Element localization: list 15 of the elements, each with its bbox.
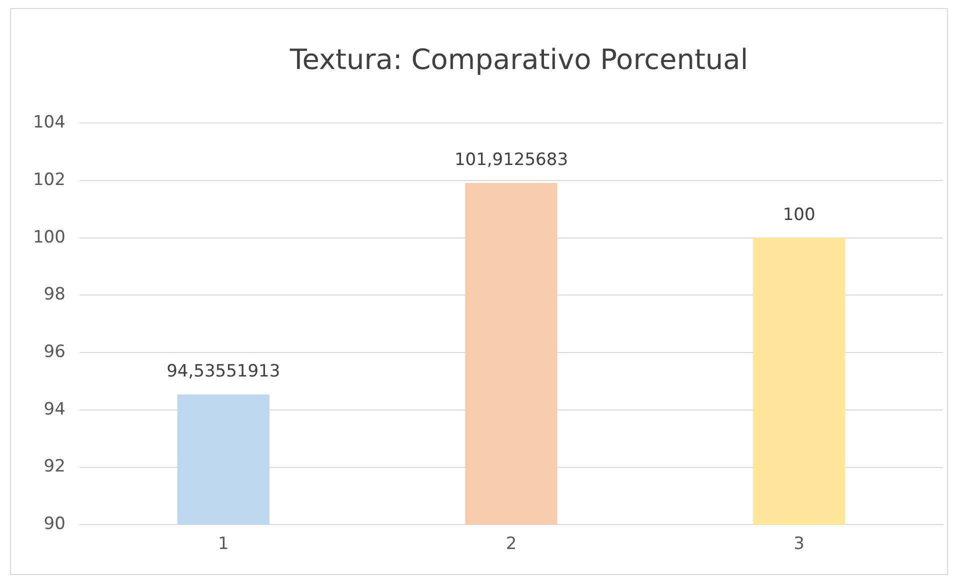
y-tick-label: 100 <box>32 227 66 248</box>
y-tick-label: 98 <box>44 284 66 305</box>
y-tick-label: 94 <box>44 399 66 420</box>
y-tick-label: 96 <box>44 342 66 362</box>
data-label: 100 <box>782 204 816 225</box>
y-tick-label: 92 <box>44 456 66 477</box>
y-tick-label: 104 <box>32 112 66 133</box>
x-tick-label: 2 <box>506 534 517 554</box>
chart-title: Textura: Comparativo Porcentual <box>288 43 750 76</box>
x-tick-label: 3 <box>794 534 804 554</box>
y-tick-label: 90 <box>44 514 66 534</box>
data-label: 94,53551913 <box>166 361 280 382</box>
data-label: 101,9125683 <box>454 150 568 170</box>
x-tick-label: 1 <box>218 534 229 554</box>
y-tick-label: 102 <box>32 170 66 190</box>
